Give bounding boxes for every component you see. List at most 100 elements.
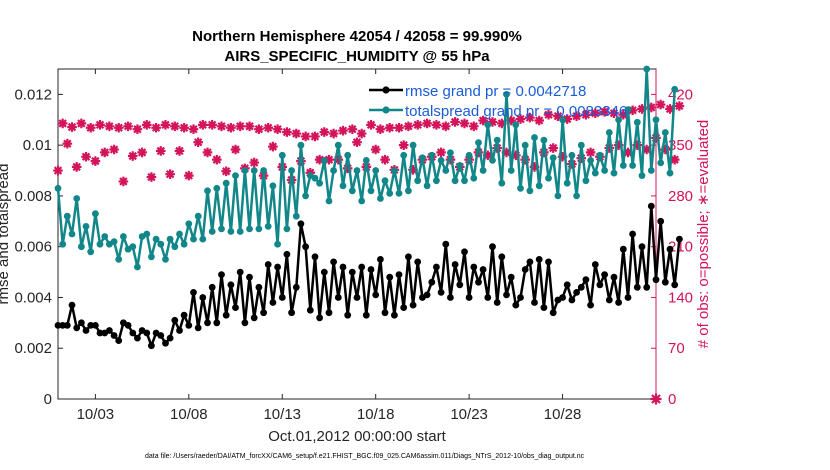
rmse-point	[92, 322, 99, 329]
rmse-point	[78, 319, 85, 327]
totalspread-point	[456, 162, 464, 169]
rmse-point	[489, 243, 496, 251]
totalspread-point	[204, 187, 211, 195]
obs-point	[384, 122, 395, 133]
obs-point	[314, 154, 325, 165]
obs-point	[244, 121, 255, 132]
rmse-point	[470, 263, 478, 271]
obs-point	[71, 162, 82, 172]
rmse-point	[610, 273, 618, 281]
totalspread-point	[120, 233, 127, 240]
rmse-point	[264, 261, 272, 268]
totalspread-point	[521, 141, 529, 149]
obs-point	[501, 147, 512, 158]
totalspread-point	[461, 177, 468, 185]
rmse-point	[134, 334, 141, 342]
rmse-point	[596, 281, 604, 289]
rmse-point	[283, 250, 291, 258]
totalspread-point	[288, 167, 295, 174]
totalspread-point	[447, 149, 454, 157]
obs-point	[254, 124, 264, 134]
totalspread-point	[507, 167, 515, 174]
left-tick-label: 0.006	[14, 239, 52, 256]
totalspread-point	[475, 139, 482, 147]
obs-point	[230, 144, 241, 155]
rmse-point	[447, 294, 454, 301]
obs-point	[310, 131, 320, 142]
totalspread-point	[582, 177, 590, 185]
rmse-point	[391, 311, 398, 319]
rmse-point	[311, 253, 319, 261]
rmse-point	[568, 296, 576, 304]
totalspread-point	[260, 167, 267, 174]
totalspread-point	[423, 182, 431, 190]
rmse-point	[157, 332, 165, 339]
left-axis-ticks: 0 0.002 0.004 0.006 0.008 0.01 0.012	[14, 86, 63, 408]
rmse-point	[549, 309, 557, 317]
obs-point	[604, 143, 615, 153]
obs-point	[529, 162, 540, 172]
totalspread-point	[591, 169, 599, 177]
obs-point	[95, 120, 105, 130]
totalspread-point	[568, 151, 576, 159]
rmse-point	[451, 261, 459, 268]
rmse-point	[638, 243, 646, 251]
rmse-point	[199, 294, 207, 301]
obs-point	[431, 120, 442, 130]
obs-point	[76, 118, 87, 129]
totalspread-point	[666, 169, 674, 177]
totalspread-point	[484, 121, 492, 129]
totalspread-point	[526, 187, 534, 195]
totalspread-point	[531, 134, 538, 141]
obs-point	[637, 104, 647, 114]
rmse-point	[241, 319, 249, 327]
obs-point	[609, 108, 619, 119]
totalspread-point	[619, 162, 627, 169]
obs-point	[468, 121, 479, 132]
rmse-point	[377, 256, 384, 263]
totalspread-point	[405, 187, 412, 195]
totalspread-point	[148, 253, 155, 261]
rmse-point	[63, 322, 71, 329]
totalspread-point	[615, 116, 622, 124]
totalspread-point	[269, 182, 277, 190]
rmse-point	[232, 304, 239, 311]
totalspread-point	[414, 177, 422, 185]
rmse-point	[353, 294, 361, 301]
totalspread-point	[325, 197, 333, 205]
data-file-footnote: data file: /Users/raeder/DAI/ATM_forcXX/…	[145, 453, 585, 460]
obs-point	[268, 141, 278, 152]
totalspread-point	[292, 212, 300, 220]
left-axis-label: rmse and totalspread	[0, 164, 12, 305]
obs-point	[660, 144, 671, 155]
totalspread-point	[255, 225, 263, 233]
rmse-point	[87, 322, 95, 329]
totalspread-point	[264, 223, 272, 230]
rmse-point	[395, 271, 403, 278]
totalspread-point	[316, 179, 323, 187]
totalspread-point	[82, 223, 90, 230]
totalspread-point	[563, 179, 571, 187]
rmse-point	[269, 299, 277, 306]
totalspread-point	[134, 263, 141, 271]
rmse-point	[68, 301, 76, 309]
left-tick-label: 0.002	[14, 340, 52, 357]
rmse-point	[255, 283, 263, 291]
obs-point	[627, 105, 638, 116]
totalspread-point	[157, 240, 165, 248]
obs-point	[300, 131, 311, 142]
obs-point	[263, 122, 274, 133]
totalspread-point	[671, 85, 679, 93]
totalspread-point	[545, 174, 552, 182]
rmse-point	[185, 322, 193, 329]
obs-point	[515, 114, 526, 124]
totalspread-point	[451, 177, 459, 185]
obs-point	[422, 118, 432, 129]
rmse-point	[591, 261, 599, 268]
obs-point	[571, 111, 582, 121]
totalspread-point	[59, 240, 67, 248]
rmse-point	[306, 306, 314, 314]
totalspread-point	[236, 228, 244, 235]
right-tick-label: 350	[668, 137, 693, 154]
obs-point	[226, 122, 236, 133]
